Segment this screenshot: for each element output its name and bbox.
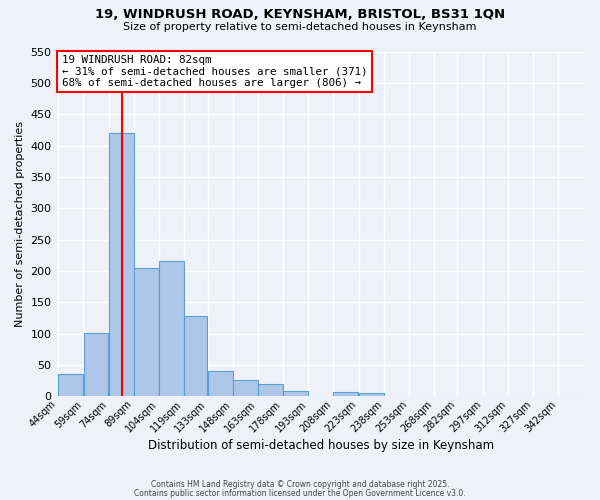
Text: 19, WINDRUSH ROAD, KEYNSHAM, BRISTOL, BS31 1QN: 19, WINDRUSH ROAD, KEYNSHAM, BRISTOL, BS… bbox=[95, 8, 505, 20]
Bar bbox=[184, 316, 208, 396]
Text: 19 WINDRUSH ROAD: 82sqm
← 31% of semi-detached houses are smaller (371)
68% of s: 19 WINDRUSH ROAD: 82sqm ← 31% of semi-de… bbox=[62, 55, 367, 88]
Bar bbox=[359, 393, 383, 396]
Bar bbox=[134, 268, 159, 396]
Bar bbox=[283, 391, 308, 396]
Bar bbox=[83, 333, 109, 396]
Bar bbox=[334, 392, 358, 396]
Text: Contains public sector information licensed under the Open Government Licence v3: Contains public sector information licen… bbox=[134, 488, 466, 498]
Text: Size of property relative to semi-detached houses in Keynsham: Size of property relative to semi-detach… bbox=[123, 22, 477, 32]
Bar bbox=[258, 384, 283, 396]
X-axis label: Distribution of semi-detached houses by size in Keynsham: Distribution of semi-detached houses by … bbox=[148, 440, 494, 452]
Bar bbox=[109, 133, 134, 396]
Bar bbox=[159, 262, 184, 396]
Bar bbox=[208, 370, 233, 396]
Bar bbox=[233, 380, 258, 396]
Y-axis label: Number of semi-detached properties: Number of semi-detached properties bbox=[15, 121, 25, 327]
Text: Contains HM Land Registry data © Crown copyright and database right 2025.: Contains HM Land Registry data © Crown c… bbox=[151, 480, 449, 489]
Bar bbox=[58, 374, 83, 396]
